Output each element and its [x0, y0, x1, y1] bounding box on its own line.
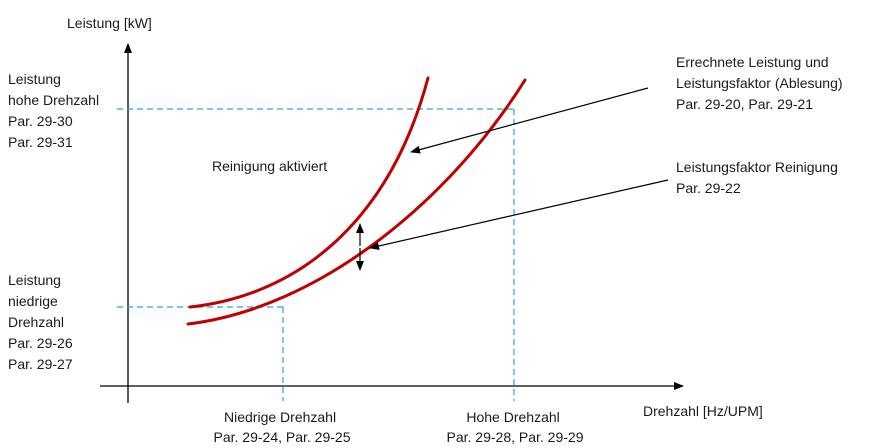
cleaning-factor-line: Par. 29-22 — [676, 180, 741, 196]
high-power-line: hohe Drehzahl — [8, 92, 99, 108]
high-power-line: Par. 29-30 — [8, 113, 73, 129]
x-axis-label: Drehzahl [Hz/UPM] — [643, 403, 763, 419]
low-power-line: niedrige — [8, 293, 58, 309]
cleaning-factor-label: Leistungsfaktor Reinigung Par. 29-22 — [676, 159, 842, 196]
high-power-label: Leistung hohe Drehzahl Par. 29-30 Par. 2… — [8, 71, 103, 150]
high-speed-line: Par. 29-28, Par. 29-29 — [447, 429, 584, 445]
low-speed-line: Par. 29-24, Par. 29-25 — [214, 429, 351, 445]
low-speed-label: Niedrige Drehzahl Par. 29-24, Par. 29-25 — [214, 409, 351, 445]
low-power-line: Leistung — [8, 272, 61, 288]
calc-power-line: Par. 29-20, Par. 29-21 — [676, 96, 813, 112]
low-speed-line: Niedrige Drehzahl — [224, 409, 336, 425]
low-power-line: Drehzahl — [8, 314, 64, 330]
high-power-line: Leistung — [8, 71, 61, 87]
high-power-line: Par. 29-31 — [8, 134, 73, 150]
calc-power-line: Errechnete Leistung und — [676, 54, 829, 70]
cleaning-active-label: Reinigung aktiviert — [212, 158, 327, 174]
high-speed-label: Hohe Drehzahl Par. 29-28, Par. 29-29 — [447, 409, 584, 445]
cleaning-factor-line: Leistungsfaktor Reinigung — [676, 159, 838, 175]
calculated-power-curve — [186, 78, 527, 326]
low-power-label: Leistung niedrige Drehzahl Par. 29-26 Pa… — [8, 272, 77, 372]
calc-power-line: Leistungsfaktor (Ablesung) — [676, 75, 843, 91]
cleaning-factor-pointer — [369, 179, 669, 250]
low-power-line: Par. 29-26 — [8, 335, 73, 351]
cleaning-power-curve — [188, 76, 430, 309]
calc-power-label: Errechnete Leistung und Leistungsfaktor … — [676, 54, 846, 112]
low-power-line: Par. 29-27 — [8, 356, 73, 372]
y-axis-label: Leistung [kW] — [67, 15, 152, 31]
calc-power-pointer — [410, 87, 649, 154]
high-speed-line: Hohe Drehzahl — [466, 409, 559, 425]
